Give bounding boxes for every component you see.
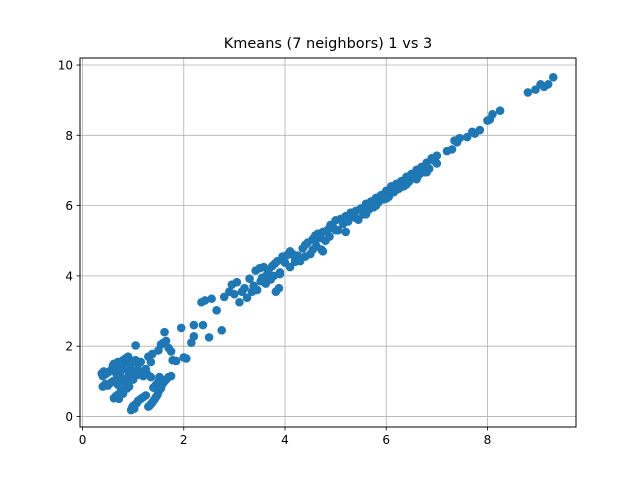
data-point [523, 88, 533, 97]
data-point [341, 227, 351, 237]
data-point [252, 285, 262, 295]
data-point [381, 194, 391, 203]
data-point [146, 357, 156, 367]
data-point [475, 125, 485, 135]
data-point [204, 333, 214, 342]
data-point [300, 252, 310, 261]
x-tick-label: 6 [382, 433, 390, 447]
data-point [275, 269, 285, 279]
plot-frame [79, 57, 577, 428]
y-tick-label: 6 [65, 199, 73, 213]
data-point [124, 382, 134, 391]
data-point [146, 372, 156, 382]
data-point [318, 246, 328, 256]
data-point [166, 347, 176, 356]
data-point [442, 146, 452, 156]
data-point [245, 274, 254, 283]
data-point [200, 296, 210, 305]
data-point [235, 297, 244, 307]
data-point [171, 356, 181, 366]
data-point [160, 327, 169, 337]
data-point [455, 133, 464, 143]
x-axis-ticks: 0 2 4 6 8 [79, 427, 492, 447]
data-point [265, 275, 275, 284]
data-point [136, 357, 146, 367]
data-point [371, 201, 381, 210]
data-point [166, 371, 176, 381]
data-point [548, 73, 558, 82]
data-point [155, 372, 164, 382]
data-point [207, 294, 216, 304]
data-point [488, 109, 497, 119]
data-point [308, 245, 318, 254]
data-point [432, 159, 442, 168]
data-point [495, 106, 505, 116]
data-point [217, 326, 227, 335]
data-point [189, 332, 199, 341]
x-tick-label: 0 [79, 433, 87, 447]
x-tick-label: 2 [180, 433, 188, 447]
data-point [179, 353, 189, 362]
data-point [212, 306, 221, 315]
data-point [412, 174, 421, 184]
data-point [274, 283, 284, 293]
data-point [331, 225, 340, 235]
y-axis-ticks: 0 2 4 6 8 10 [58, 59, 80, 424]
y-tick-label: 10 [58, 59, 73, 73]
data-point [141, 391, 151, 400]
y-tick-label: 4 [65, 269, 73, 283]
data-point [543, 80, 553, 89]
data-point [242, 293, 252, 302]
data-point [325, 232, 334, 241]
data-point [361, 210, 371, 219]
data-points [97, 73, 558, 415]
data-point [240, 283, 249, 293]
data-point [432, 151, 442, 160]
data-point [402, 180, 411, 189]
data-point [285, 262, 295, 272]
data-point [230, 289, 239, 299]
data-point [311, 236, 320, 246]
y-tick-label: 2 [65, 340, 73, 354]
data-point [161, 336, 171, 346]
data-point [176, 323, 186, 333]
data-point [392, 185, 401, 195]
x-tick-label: 8 [484, 433, 492, 447]
data-point [232, 277, 242, 287]
data-point [351, 213, 361, 223]
data-point [114, 394, 124, 404]
data-point [422, 167, 431, 177]
chart-title: Kmeans (7 neighbors) 1 vs 3 [224, 36, 432, 52]
data-point [198, 320, 208, 330]
data-point [189, 320, 199, 330]
y-tick-label: 0 [65, 410, 73, 424]
x-tick-label: 4 [281, 433, 289, 447]
data-point [131, 341, 140, 350]
y-tick-label: 8 [65, 129, 73, 143]
